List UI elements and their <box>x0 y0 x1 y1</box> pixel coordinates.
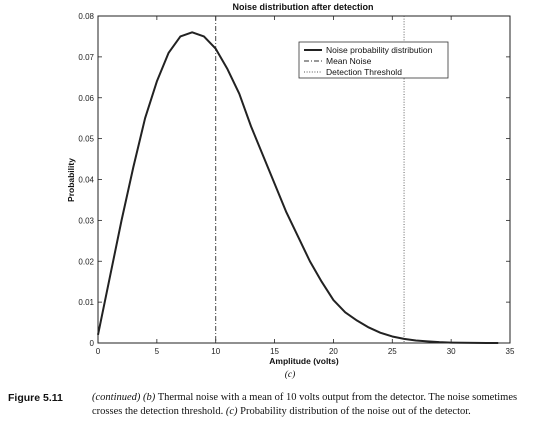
caption-part-c-text: Probability distribution of the noise ou… <box>240 406 471 417</box>
x-axis-ticks: 0 5 10 15 20 25 30 35 <box>96 16 515 356</box>
legend-label-mean: Mean Noise <box>326 56 372 66</box>
caption-label: Figure 5.11 <box>8 392 63 404</box>
x-tick-label: 20 <box>329 347 338 356</box>
caption-text: (continued) (b) Thermal noise with a mea… <box>92 391 522 419</box>
caption-part-b-text: Thermal noise with a mean of 10 volts ou… <box>92 392 518 417</box>
y-tick-label: 0.08 <box>78 12 94 21</box>
legend-label-distribution: Noise probability distribution <box>326 45 433 55</box>
y-tick-label: 0.01 <box>78 298 94 307</box>
y-tick-label: 0.05 <box>78 135 94 144</box>
y-axis-title: Probability <box>66 158 76 202</box>
y-tick-label: 0.06 <box>78 94 94 103</box>
y-tick-label: 0.07 <box>78 53 94 62</box>
x-tick-label: 10 <box>211 347 220 356</box>
y-tick-label: 0 <box>90 339 95 348</box>
chart-title: Noise distribution after detection <box>232 2 373 12</box>
y-tick-label: 0.03 <box>78 216 94 225</box>
x-tick-label: 15 <box>270 347 279 356</box>
caption-part-c-label: (c) <box>225 406 238 417</box>
y-tick-label: 0.02 <box>78 257 94 266</box>
noise-distribution-curve <box>97 31 499 344</box>
noise-distribution-chart: Noise distribution after detection 0 0.01… <box>66 2 515 380</box>
x-tick-label: 0 <box>96 347 101 356</box>
x-tick-label: 30 <box>447 347 456 356</box>
panel-label: (c) <box>285 369 296 380</box>
y-tick-label: 0.04 <box>78 176 94 185</box>
x-axis-title: Amplitude (volts) <box>269 356 339 366</box>
x-tick-label: 5 <box>155 347 160 356</box>
series-layer <box>97 16 499 344</box>
y-axis-ticks: 0 0.01 0.02 0.03 0.04 0.05 0.06 0.07 0.08 <box>78 12 510 348</box>
legend: Noise probability distribution Mean Nois… <box>298 41 449 79</box>
caption-continued: (continued) <box>92 392 141 403</box>
legend-label-threshold: Detection Threshold <box>326 67 402 77</box>
x-tick-label: 25 <box>388 347 397 356</box>
legend-box <box>298 41 449 79</box>
caption-part-b-label: (b) <box>143 392 156 403</box>
x-tick-label: 35 <box>506 347 515 356</box>
